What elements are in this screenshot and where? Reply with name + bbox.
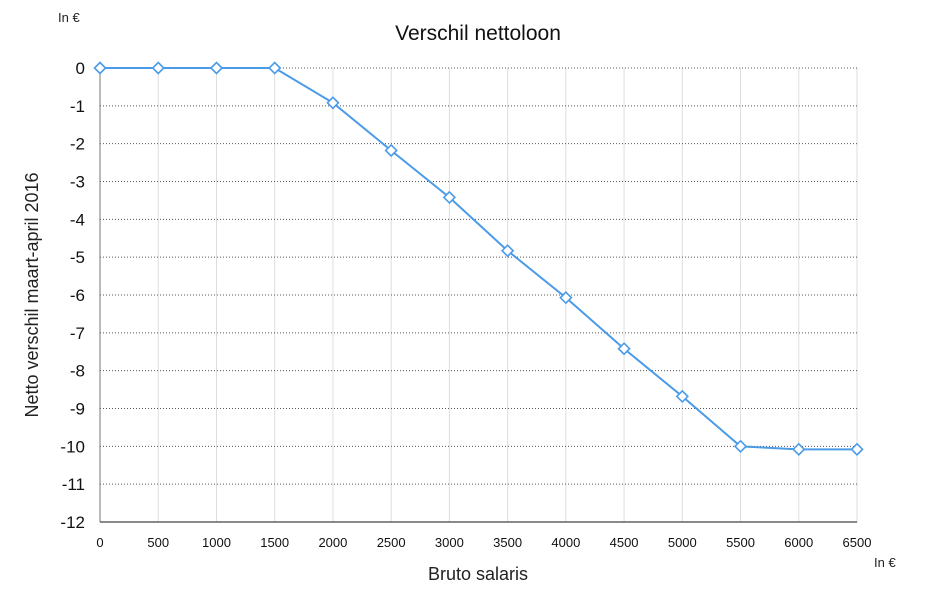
- x-tick-label: 500: [147, 535, 169, 550]
- data-point-marker: [850, 442, 864, 456]
- x-tick-label: 2000: [318, 535, 347, 550]
- data-point-marker: [733, 439, 748, 453]
- tick-labels: 0 -1 -2 -3 -4 -5 -6 -7 -8 -9 -10 -11 -12 0 500 1000 1500…: [60, 59, 871, 550]
- y-axis-title: Netto verschil maart-april 2016: [22, 172, 42, 417]
- grid-lines: [99, 67, 858, 523]
- x-tick-label: 6000: [784, 535, 813, 550]
- x-tick-label: 3500: [493, 535, 522, 550]
- data-point-marker: [384, 143, 398, 158]
- x-tick-label: 4000: [551, 535, 580, 550]
- y-tick-label: -1: [70, 97, 85, 116]
- x-tick-label: 4500: [610, 535, 639, 550]
- x-tick-label: 0: [96, 535, 103, 550]
- y-axis-unit: In €: [58, 10, 80, 25]
- y-tick-label: 0: [76, 59, 85, 78]
- data-point-marker: [151, 61, 165, 75]
- y-tick-label: -5: [70, 248, 85, 267]
- x-axis-title: Bruto salaris: [428, 564, 528, 584]
- y-tick-label: -6: [70, 286, 85, 305]
- plot-area: [93, 61, 864, 456]
- x-tick-label: 5500: [726, 535, 755, 550]
- data-point-marker: [209, 61, 224, 75]
- y-tick-label: -10: [60, 437, 85, 456]
- data-point-marker: [617, 342, 631, 356]
- data-point-marker: [675, 389, 689, 404]
- data-point-marker: [500, 244, 515, 258]
- data-point-marker: [442, 190, 457, 205]
- data-point-marker: [559, 291, 573, 305]
- data-point-marker: [268, 61, 282, 75]
- y-tick-label: -11: [62, 475, 85, 494]
- x-tick-label: 2500: [377, 535, 406, 550]
- chart-title: Verschil nettoloon: [395, 22, 561, 45]
- data-point-marker: [93, 61, 107, 75]
- y-tick-label: -3: [70, 173, 85, 192]
- x-tick-label: 1500: [260, 535, 289, 550]
- x-axis-unit: In €: [874, 555, 896, 570]
- y-tick-label: -2: [70, 135, 85, 154]
- data-point-marker: [792, 442, 806, 456]
- y-tick-label: -8: [70, 362, 85, 381]
- x-tick-label: 3000: [435, 535, 464, 550]
- x-tick-label: 5000: [668, 535, 697, 550]
- x-tick-label: 6500: [843, 535, 872, 550]
- series-line: [100, 67, 857, 451]
- data-point-marker: [326, 96, 340, 110]
- y-tick-label: -12: [60, 513, 85, 532]
- x-tick-label: 1000: [202, 535, 231, 550]
- y-tick-label: -7: [70, 324, 85, 343]
- y-tick-label: -4: [70, 210, 85, 229]
- y-tick-label: -9: [70, 400, 85, 419]
